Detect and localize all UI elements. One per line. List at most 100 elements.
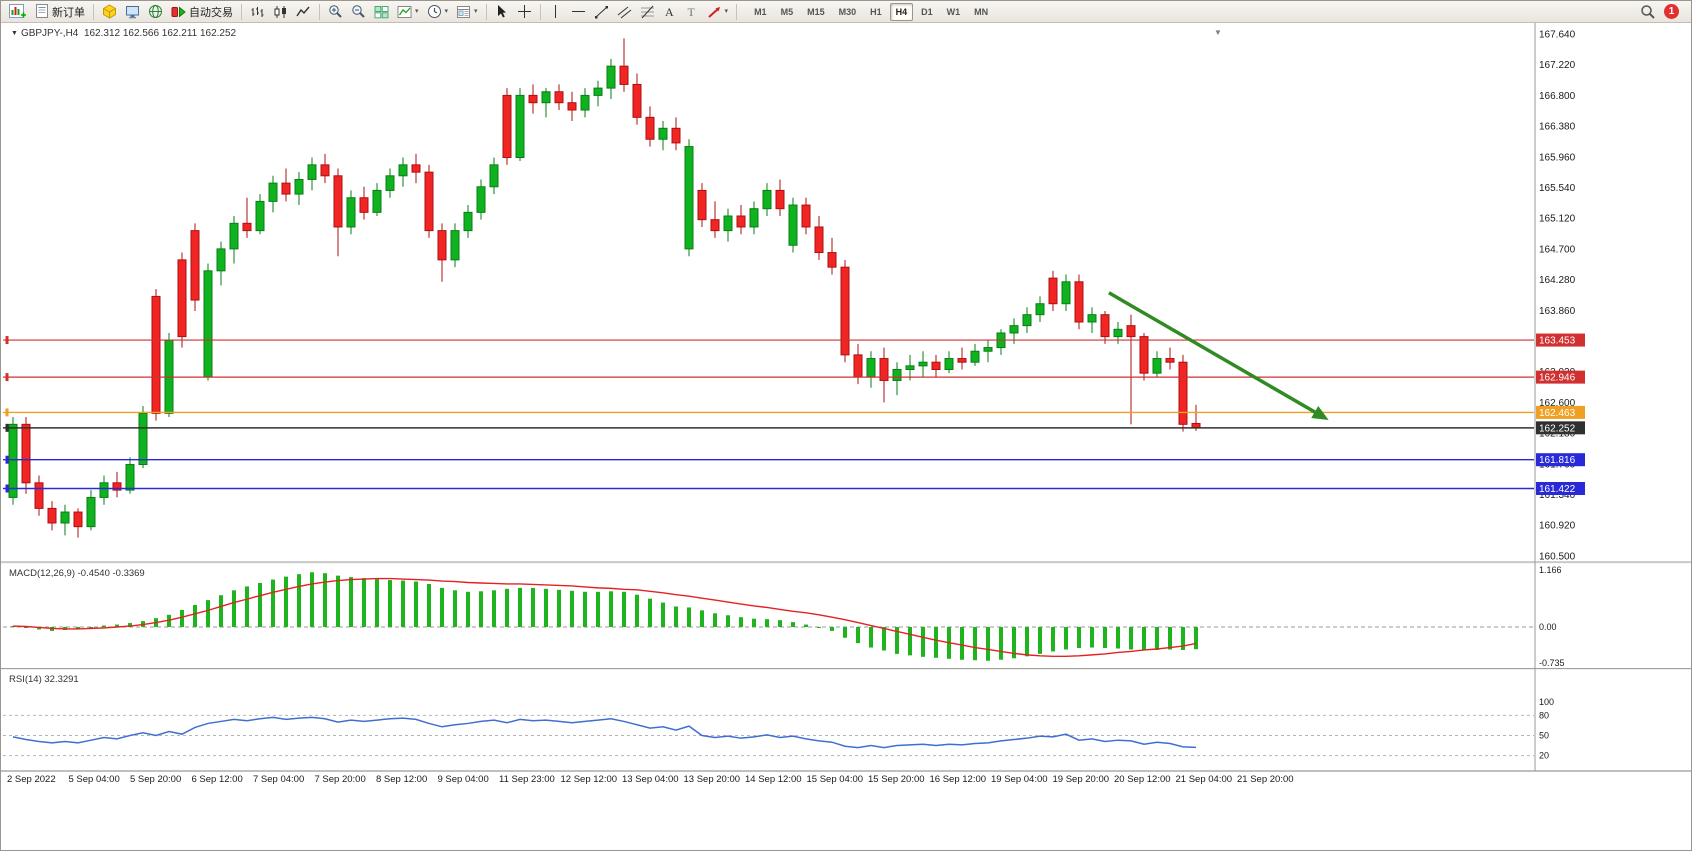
trendline-tool-button[interactable]	[591, 2, 612, 22]
metaeditor-button[interactable]	[99, 2, 120, 22]
svg-text:162.946: 162.946	[1539, 373, 1576, 384]
svg-text:2 Sep 2022: 2 Sep 2022	[7, 774, 56, 785]
svg-text:T: T	[688, 5, 696, 19]
fibonacci-tool-button[interactable]	[637, 2, 658, 22]
svg-text:165.120: 165.120	[1539, 214, 1576, 225]
chart-shift-marker[interactable]: ▼	[1214, 28, 1222, 37]
autotrading-button[interactable]: 自动交易	[168, 2, 236, 22]
vertical-line-tool-button[interactable]	[546, 2, 566, 22]
chevron-down-icon: ▾	[474, 8, 478, 15]
trend-arrow	[1108, 291, 1329, 421]
toolbar-right-group: 1	[1640, 4, 1691, 20]
bar-chart-icon	[251, 6, 264, 17]
svg-text:164.280: 164.280	[1539, 275, 1576, 286]
indicators-icon	[397, 5, 412, 18]
svg-text:-0.735: -0.735	[1539, 658, 1565, 668]
fibonacci-icon	[640, 5, 654, 18]
svg-text:7 Sep 04:00: 7 Sep 04:00	[253, 774, 304, 785]
timeframe-h4-button[interactable]: H4	[889, 2, 914, 21]
vertical-line-icon	[555, 5, 557, 18]
crosshair-button[interactable]	[514, 2, 535, 22]
trendline-icon	[594, 5, 608, 18]
indicators-button[interactable]: ▾	[394, 2, 422, 22]
toolbar: 新订单 自动交易	[1, 1, 1691, 23]
terminal-button[interactable]	[122, 2, 143, 22]
toolbar-separator	[319, 3, 320, 20]
toolbar-separator	[93, 3, 94, 20]
bar-chart-button[interactable]	[247, 2, 268, 22]
timeframe-m30-button[interactable]: M30	[838, 6, 857, 17]
svg-text:19 Sep 20:00: 19 Sep 20:00	[1053, 774, 1110, 785]
svg-text:A: A	[665, 5, 674, 19]
svg-text:15 Sep 20:00: 15 Sep 20:00	[868, 774, 925, 785]
zoom-in-icon	[329, 5, 342, 18]
timeframe-m5-button[interactable]: M5	[780, 6, 794, 17]
line-chart-button[interactable]	[293, 2, 314, 22]
timeframe-group: M1 M5 M15 M30 H1 H4 D1 W1 MN	[747, 2, 995, 21]
candlestick-chart-button[interactable]	[270, 2, 291, 22]
svg-text:20: 20	[1539, 751, 1549, 761]
globe-icon	[149, 5, 162, 18]
svg-text:161.816: 161.816	[1539, 455, 1576, 466]
svg-text:163.453: 163.453	[1539, 336, 1576, 347]
svg-text:167.640: 167.640	[1539, 30, 1576, 41]
price-badge-162.946	[1536, 370, 1585, 384]
price-badge-163.453	[1536, 333, 1585, 347]
rsi-panel[interactable]: 100 80 50 20	[3, 697, 1554, 761]
search-icon[interactable]	[1640, 4, 1656, 20]
timeframe-m15-button[interactable]: M15	[807, 6, 825, 17]
zoom-out-button[interactable]	[348, 2, 369, 22]
arrows-tool-button[interactable]: ▾	[704, 2, 732, 22]
tile-windows-button[interactable]	[371, 2, 392, 22]
templates-button[interactable]: ▾	[453, 2, 481, 22]
community-button[interactable]	[145, 2, 166, 22]
timeframe-m1-button[interactable]: M1	[754, 6, 767, 17]
metaeditor-icon	[103, 4, 116, 19]
price-badge-162.252	[1536, 421, 1585, 435]
clock-icon	[427, 5, 441, 18]
chart-window[interactable]: 167.640 167.220 166.800 166.380 165.960 165.5…	[1, 23, 1692, 789]
zoom-out-icon	[352, 5, 365, 18]
new-order-button[interactable]: 新订单	[32, 2, 88, 22]
svg-text:9 Sep 04:00: 9 Sep 04:00	[438, 774, 489, 785]
svg-text:80: 80	[1539, 710, 1549, 720]
new-chart-button[interactable]	[6, 2, 30, 22]
svg-text:19 Sep 04:00: 19 Sep 04:00	[991, 774, 1048, 785]
horizontal-line-tool-button[interactable]	[568, 2, 589, 22]
svg-text:163.860: 163.860	[1539, 306, 1576, 317]
svg-text:8 Sep 12:00: 8 Sep 12:00	[376, 774, 427, 785]
panel-dividers[interactable]	[1, 561, 1692, 670]
periods-button[interactable]: ▾	[424, 2, 452, 22]
label-tool-button[interactable]: T	[682, 2, 702, 22]
svg-text:161.422: 161.422	[1539, 484, 1576, 495]
channel-tool-button[interactable]	[614, 2, 635, 22]
text-tool-button[interactable]: A	[660, 2, 680, 22]
svg-text:164.700: 164.700	[1539, 244, 1576, 255]
candlestick-chart-icon	[274, 5, 286, 18]
timeframe-d1-button[interactable]: D1	[921, 6, 933, 17]
label-tool-icon: T	[688, 5, 696, 19]
macd-panel[interactable]: 1.166 0.00 -0.735	[3, 565, 1565, 668]
svg-text:14 Sep 12:00: 14 Sep 12:00	[745, 774, 802, 785]
svg-text:166.380: 166.380	[1539, 122, 1576, 133]
timeframe-w1-button[interactable]: W1	[946, 6, 961, 17]
chevron-down-icon: ▾	[444, 8, 449, 15]
autotrading-icon	[171, 5, 186, 18]
horizontal-lines: 163.453 162.946 162.463 162.252 161.816 161.4…	[3, 333, 1585, 496]
time-axis[interactable]: 2 Sep 2022 5 Sep 04:00 5 Sep 20:00 6 Sep 12…	[1, 770, 1692, 785]
notification-badge[interactable]: 1	[1664, 4, 1679, 19]
svg-text:1.166: 1.166	[1539, 565, 1562, 575]
svg-text:162.600: 162.600	[1539, 398, 1576, 409]
zoom-in-button[interactable]	[325, 2, 346, 22]
svg-text:5 Sep 04:00: 5 Sep 04:00	[69, 774, 120, 785]
timeframe-h1-button[interactable]: H1	[870, 6, 882, 17]
cursor-button[interactable]	[492, 2, 512, 22]
autotrading-label: 自动交易	[189, 6, 233, 19]
price-badge-161.816	[1536, 453, 1585, 467]
svg-text:12 Sep 12:00: 12 Sep 12:00	[561, 774, 618, 785]
monitor-icon	[126, 5, 139, 18]
chart-area[interactable]: 167.640 167.220 166.800 166.380 165.960 165.5…	[1, 23, 1692, 789]
toolbar-separator	[736, 3, 738, 20]
timeframe-mn-button[interactable]: MN	[974, 6, 989, 17]
price-badge-161.422	[1536, 482, 1585, 496]
